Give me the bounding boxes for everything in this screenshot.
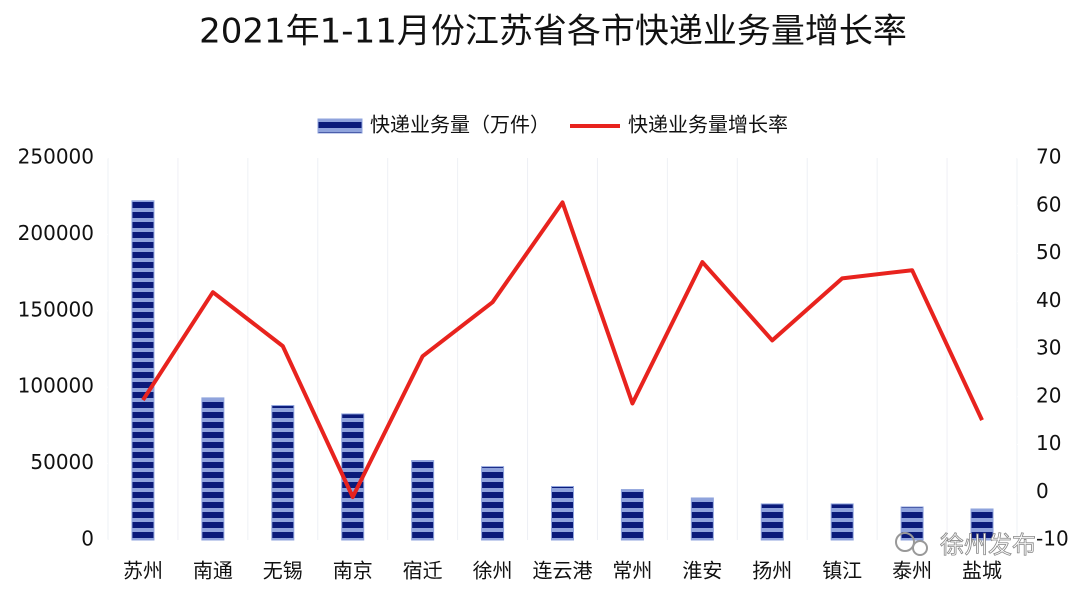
watermark: 徐州发布 [895,531,1036,559]
y-tick-label: 150000 [18,297,94,321]
bar [900,506,924,541]
bar [411,460,435,541]
y-tick-label: 50000 [30,450,94,474]
line [141,200,984,500]
y2-tick-label: 60 [1036,192,1061,216]
y2-tick-label: 40 [1036,288,1061,312]
y-tick-label: 0 [81,527,94,551]
x-tick-label: 南通 [193,559,233,583]
bar [830,503,854,541]
legend-label: 快递业务量（万件） [370,113,550,137]
bar [551,486,574,541]
bar [970,508,994,541]
y-tick-label: 100000 [18,374,94,398]
y2-tick-label: 10 [1036,431,1061,455]
bar [271,405,295,541]
x-tick-label: 南京 [333,559,373,583]
x-tick-label: 无锡 [263,559,303,583]
x-tick-label: 泰州 [892,559,932,583]
bar [760,503,784,541]
x-tick-label: 盐城 [962,559,1002,583]
y-tick-label: 200000 [18,221,94,245]
bar [201,397,225,541]
x-tick-label: 宿迁 [403,559,443,583]
y2-tick-label: -10 [1036,527,1069,551]
y-tick-label: 250000 [18,145,94,169]
x-tick-label: 淮安 [682,559,722,583]
x-tick-label: 常州 [612,559,652,583]
y2-tick-label: 20 [1036,383,1061,407]
y2-tick-label: 30 [1036,336,1061,360]
y2-tick-label: 70 [1036,145,1061,169]
watermark-text: 徐州发布 [940,531,1036,559]
bar [481,466,505,541]
x-tick-label: 扬州 [752,559,792,583]
legend-label: 快递业务量增长率 [628,113,788,137]
bar [620,489,644,541]
chart-title: 2021年1-11月份江苏省各市快递业务量增长率 [199,12,907,52]
legend-swatch [317,118,363,134]
y2-tick-label: 0 [1036,479,1049,503]
x-tick-label: 苏州 [123,559,163,583]
x-tick-label: 连云港 [533,559,593,583]
bar [690,497,714,541]
bar [131,200,155,541]
y2-tick-label: 50 [1036,240,1061,264]
x-tick-label: 镇江 [822,559,862,583]
x-tick-label: 徐州 [473,559,513,583]
